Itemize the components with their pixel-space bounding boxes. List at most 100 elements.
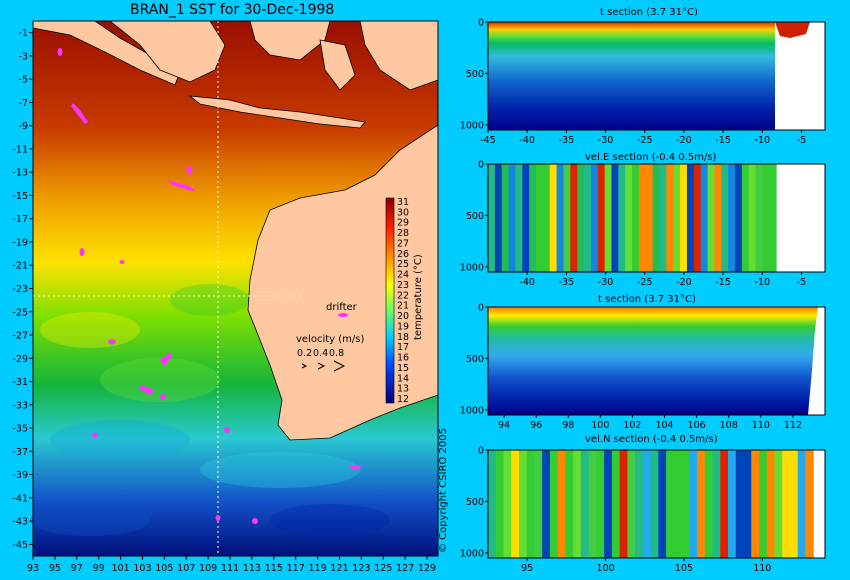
drifter-tracks [57,48,361,524]
velocity-stripe [658,450,667,558]
panel4-title: vel.N section (-0.4 0.5m/s) [585,434,718,445]
drifter-track [349,465,361,469]
velocity-stripe [570,164,578,272]
velocity-stripe [659,164,667,272]
legend-velocity-arrows [301,360,346,372]
velocity-stripe [797,450,806,558]
panel3-axes: 94 96 98 100 102 104 106 108 110 112 0 500 1000 [460,303,802,432]
section-y-tick-label: 1000 [460,405,484,416]
colorbar-tick-label: 24 [397,270,409,281]
panel1-surface-warm [775,22,810,38]
velocity-stripe [704,450,714,558]
velocity-stripe [666,164,674,272]
section-x-tick-label: 112 [784,420,802,431]
section-x-tick-label: -20 [676,135,692,146]
panel3-field [488,307,818,415]
velocity-stripe [769,164,777,272]
section-y-tick-label: 500 [466,211,484,222]
drifter-track [186,165,193,175]
velocity-stripe [590,164,599,272]
velocity-stripe [759,450,768,558]
section-y-tick-label: 0 [478,446,484,457]
panel4-axes: 95 100 105 110 0 500 1000 [460,446,772,575]
section-y-tick-label: 500 [466,354,484,365]
section-x-tick-label: 102 [623,420,641,431]
colorbar-tick-label: 27 [397,238,409,249]
section-x-tick-label: -30 [598,135,614,146]
velocity-stripe [588,450,597,558]
velocity-stripe [526,450,535,558]
colorbar-tick-label: 26 [397,249,409,260]
panel3-frame [487,306,826,416]
map-y-tick-label: -35 [12,424,28,435]
section-x-tick-label: 98 [562,420,574,431]
drifter-track [119,260,125,264]
colorbar-tick-label: 28 [397,228,409,239]
section-x-tick-label: 104 [655,420,673,431]
colorbar-tick-label: 29 [397,218,409,229]
map-y-tick-label: -37 [12,447,28,458]
section-x-tick-label: 100 [596,563,614,574]
java-island [108,20,226,83]
velocity-stripe [515,164,523,272]
velocity-stripe [534,450,543,558]
colorbar-tick-label: 30 [397,207,409,218]
map-y-tick-label: -5 [19,75,28,86]
section-x-tick-label: 110 [752,420,770,431]
section-x-tick-label: 94 [498,420,510,431]
map-y-tick-label: -13 [12,168,28,179]
section-x-tick-label: -30 [598,277,614,288]
velocity-stripe [755,164,763,272]
map-y-tick-label: -43 [12,517,28,528]
colorbar-tick-label: 19 [397,321,409,332]
colorbar-tick-label: 23 [397,280,409,291]
velocity-stripe [596,450,605,558]
velocity-stripe [638,164,647,272]
velocity-stripe [518,450,528,558]
velocity-stripe [618,164,626,272]
colorbar-tick-label: 15 [397,363,409,374]
legend-velocity-tick: 0.8 [329,348,344,359]
legend-velocity-label: velocity (m/s) [296,334,364,345]
map-x-tick-label: 119 [309,563,327,574]
velocity-stripe [501,164,510,272]
velocity-stripe [714,164,722,272]
section-y-tick-label: 1000 [460,120,484,131]
velocity-stripe [508,164,516,272]
section-y-tick-label: 0 [478,18,484,29]
section-x-tick-label: -15 [715,135,731,146]
velocity-stripe [565,450,574,558]
velocity-stripe [666,450,675,558]
map-x-tick-label: 93 [27,563,39,574]
map-x-tick-label: 109 [199,563,217,574]
sumatra-island [32,20,181,86]
colorbar-tick-label: 17 [397,342,409,353]
legend-velocity-tick: 0.4 [313,348,328,359]
velocity-stripe [556,164,564,272]
map-x-tick-label: 95 [49,563,61,574]
section-x-tick-label: 95 [521,563,533,574]
colorbar-tick-label: 14 [397,373,409,384]
velocity-stripe [580,450,590,558]
velocity-stripe [673,164,681,272]
colorbar-tick-label: 21 [397,301,409,312]
section-x-tick-label: -35 [559,135,575,146]
map-y-tick-label: -23 [12,284,28,295]
map-x-tick-label: 99 [93,563,105,574]
velocity-stripe [632,164,640,272]
panel1-land [775,22,825,130]
velocity-stripe [712,450,721,558]
colorbar-tick-label: 12 [397,394,409,405]
legend-velocity-tick: 0.2 [297,348,312,359]
map-y-tick-label: -17 [12,214,28,225]
velocity-stripe [680,164,688,272]
section-x-tick-label: 100 [591,420,609,431]
section-x-tick-label: -10 [755,135,771,146]
panel1-title: t section (3.7 31°C) [600,7,698,18]
section-x-tick-label: 96 [530,420,542,431]
velocity-stripe [604,164,612,272]
panel2-title: vel.E section (-0.4 0.5m/s) [585,152,717,163]
section-x-tick-label: 108 [720,420,738,431]
section-x-tick-label: -10 [755,277,771,288]
panel1-axes: -45 -40 -35 -30 -25 -20 -15 -10 -5 0 500 1000 [460,18,806,147]
